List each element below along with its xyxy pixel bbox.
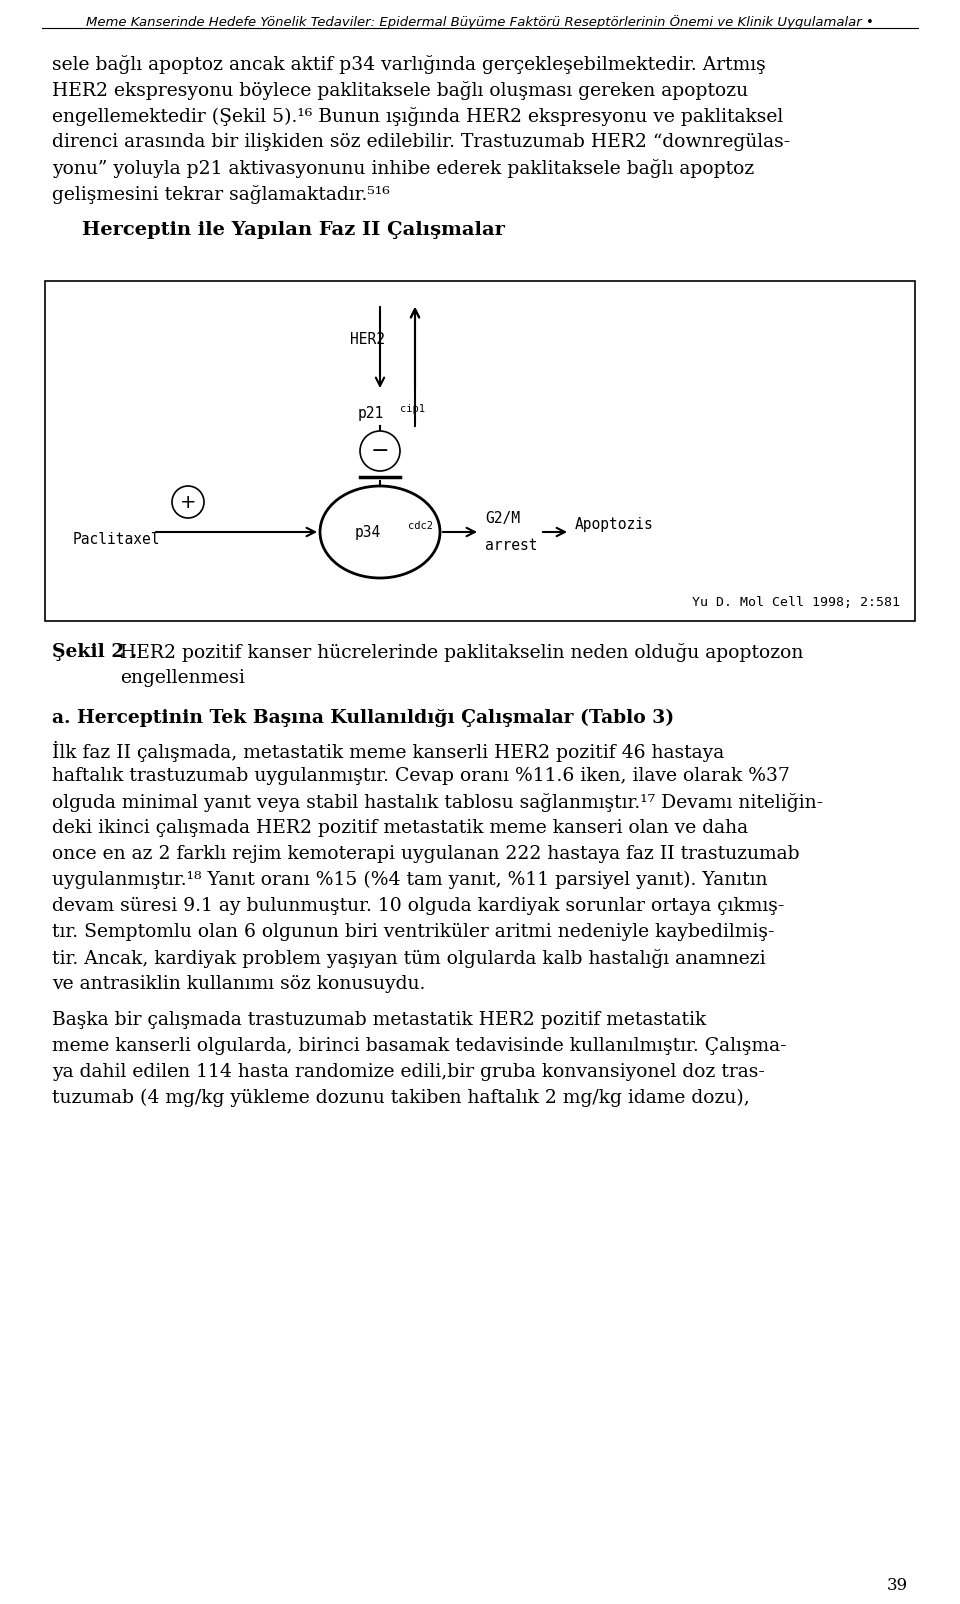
Text: HER2: HER2 [350,332,385,346]
Text: cip1: cip1 [400,404,425,414]
Text: sele bağlı apoptoz ancak aktif p34 varlığında gerçekleşebilmektedir. Artmış: sele bağlı apoptoz ancak aktif p34 varlı… [52,55,766,74]
Text: deki ikinci çalışmada HER2 pozitif metastatik meme kanseri olan ve daha: deki ikinci çalışmada HER2 pozitif metas… [52,820,748,837]
Ellipse shape [320,486,440,577]
Text: −: − [371,441,390,460]
Text: p21: p21 [358,406,384,420]
Text: p34: p34 [355,525,381,539]
Text: Apoptozis: Apoptozis [575,516,654,531]
Text: İlk faz II çalışmada, metastatik meme kanserli HER2 pozitif 46 hastaya: İlk faz II çalışmada, metastatik meme ka… [52,741,724,762]
Text: Herceptin ile Yapılan Faz II Çalışmalar: Herceptin ile Yapılan Faz II Çalışmalar [82,221,505,239]
Text: HER2 pozitif kanser hücrelerinde paklitakselin neden olduğu apoptozon: HER2 pozitif kanser hücrelerinde paklita… [120,643,804,662]
Text: HER2 ekspresyonu böylece paklitaksele bağlı oluşması gereken apoptozu: HER2 ekspresyonu böylece paklitaksele ba… [52,80,748,99]
Text: a. Herceptinin Tek Başına Kullanıldığı Çalışmalar (Tablo 3): a. Herceptinin Tek Başına Kullanıldığı Ç… [52,709,674,727]
Text: Meme Kanserinde Hedefe Yönelik Tedaviler: Epidermal Büyüme Faktörü Reseptörlerin: Meme Kanserinde Hedefe Yönelik Tedaviler… [86,14,874,29]
Circle shape [172,486,204,518]
Text: gelişmesini tekrar sağlamaktadır.⁵¹⁶: gelişmesini tekrar sağlamaktadır.⁵¹⁶ [52,184,390,204]
Circle shape [360,431,400,472]
Text: tir. Ancak, kardiyak problem yaşıyan tüm olgularda kalb hastalığı anamnezi: tir. Ancak, kardiyak problem yaşıyan tüm… [52,950,766,967]
FancyBboxPatch shape [45,281,915,621]
Text: engellemektedir (Şekil 5).¹⁶ Bunun ışığında HER2 ekspresyonu ve paklitaksel: engellemektedir (Şekil 5).¹⁶ Bunun ışığı… [52,107,783,127]
Text: meme kanserli olgularda, birinci basamak tedavisinde kullanılmıştır. Çalışma-: meme kanserli olgularda, birinci basamak… [52,1038,786,1055]
Text: haftalık trastuzumab uygulanmıştır. Cevap oranı %11.6 iken, ilave olarak %37: haftalık trastuzumab uygulanmıştır. Ceva… [52,767,790,784]
Text: ve antrasiklin kullanımı söz konusuydu.: ve antrasiklin kullanımı söz konusuydu. [52,975,425,993]
Text: tır. Semptomlu olan 6 olgunun biri ventriküler aritmi nedeniyle kaybedilmiş-: tır. Semptomlu olan 6 olgunun biri ventr… [52,922,775,942]
Text: ya dahil edilen 114 hasta randomize edili,bir gruba konvansiyonel doz tras-: ya dahil edilen 114 hasta randomize edil… [52,1063,765,1081]
Text: G2/M: G2/M [485,512,520,526]
Text: uygulanmıştır.¹⁸ Yanıt oranı %15 (%4 tam yanıt, %11 parsiyel yanıt). Yanıtın: uygulanmıştır.¹⁸ Yanıt oranı %15 (%4 tam… [52,871,767,889]
Text: 39: 39 [887,1577,908,1593]
Text: +: + [180,492,196,512]
Text: tuzumab (4 mg/kg yükleme dozunu takiben haftalık 2 mg/kg idame dozu),: tuzumab (4 mg/kg yükleme dozunu takiben … [52,1089,750,1107]
Text: Paclitaxel: Paclitaxel [73,533,160,547]
Text: once en az 2 farklı rejim kemoterapi uygulanan 222 hastaya faz II trastuzumab: once en az 2 farklı rejim kemoterapi uyg… [52,845,800,863]
Text: engellenmesi: engellenmesi [120,669,245,687]
Text: Şekil 2 .: Şekil 2 . [52,643,137,661]
Text: direnci arasında bir ilişkiden söz edilebilir. Trastuzumab HER2 “downregülas-: direnci arasında bir ilişkiden söz edile… [52,133,790,151]
Text: arrest: arrest [485,537,538,552]
Text: devam süresi 9.1 ay bulunmuştur. 10 olguda kardiyak sorunlar ortaya çıkmış-: devam süresi 9.1 ay bulunmuştur. 10 olgu… [52,897,784,914]
Text: olguda minimal yanıt veya stabil hastalık tablosu sağlanmıştır.¹⁷ Devamı niteliğ: olguda minimal yanıt veya stabil hastalı… [52,792,823,812]
Text: Başka bir çalışmada trastuzumab metastatik HER2 pozitif metastatik: Başka bir çalışmada trastuzumab metastat… [52,1011,707,1030]
Text: Yu D. Mol Cell 1998; 2:581: Yu D. Mol Cell 1998; 2:581 [692,597,900,610]
Text: cdc2: cdc2 [408,521,433,531]
Text: yonu” yoluyla p21 aktivasyonunu inhibe ederek paklitaksele bağlı apoptoz: yonu” yoluyla p21 aktivasyonunu inhibe e… [52,159,755,178]
